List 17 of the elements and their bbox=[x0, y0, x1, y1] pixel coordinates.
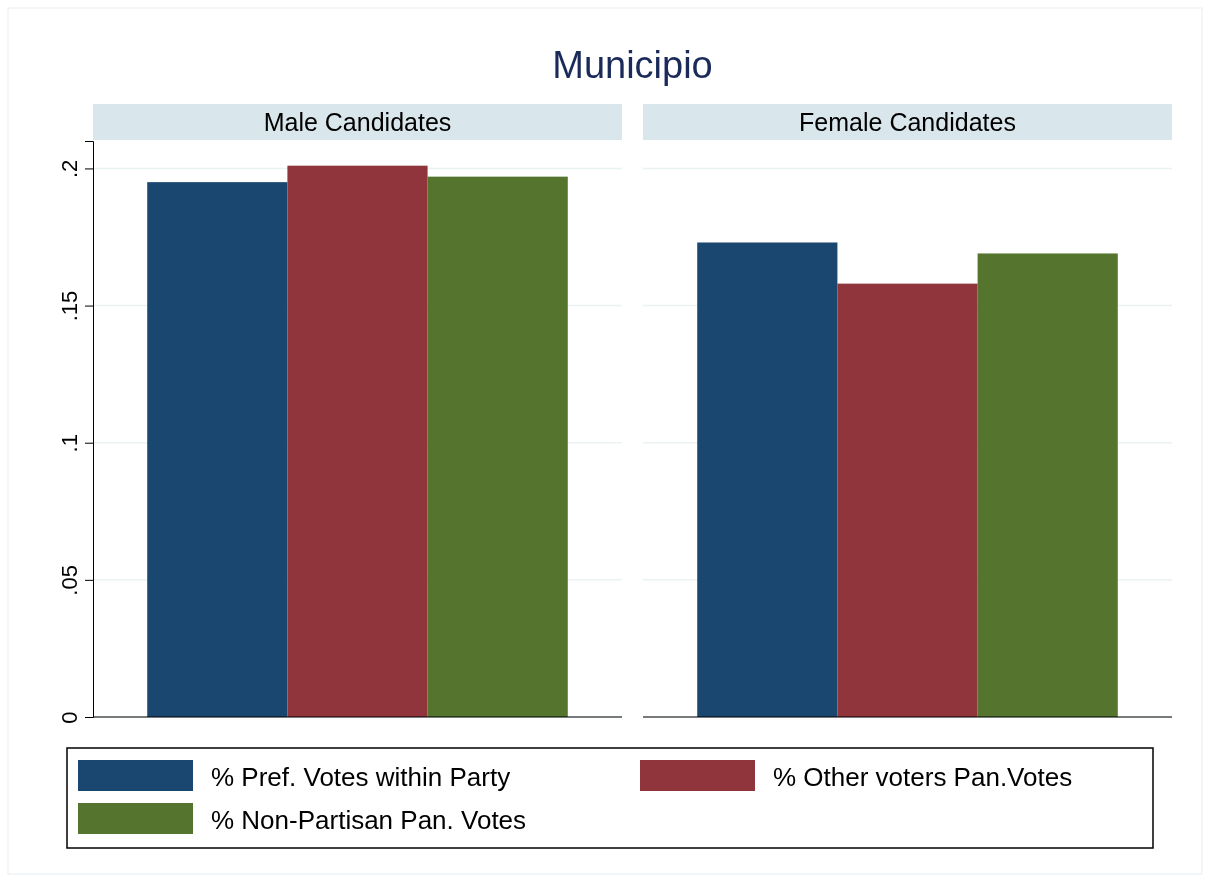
bar bbox=[837, 283, 978, 717]
chart-title: Municipio bbox=[552, 44, 713, 86]
bar bbox=[977, 253, 1118, 717]
bar bbox=[427, 176, 568, 717]
legend-label: % Non-Partisan Pan. Votes bbox=[211, 805, 527, 835]
bar bbox=[697, 242, 838, 717]
legend-label: % Other voters Pan.Votes bbox=[773, 762, 1073, 792]
legend-label: % Pref. Votes within Party bbox=[211, 762, 511, 792]
y-tick-label: 0 bbox=[56, 711, 82, 724]
x-tick-label: Male Candidates bbox=[263, 108, 452, 136]
y-tick-label: .1 bbox=[56, 434, 82, 453]
bar bbox=[147, 182, 288, 717]
y-tick-label: .2 bbox=[56, 159, 82, 179]
bar bbox=[287, 165, 428, 717]
x-tick-label: Female Candidates bbox=[799, 108, 1016, 136]
y-tick-label: .15 bbox=[56, 290, 82, 322]
y-tick-label: .05 bbox=[56, 565, 82, 596]
